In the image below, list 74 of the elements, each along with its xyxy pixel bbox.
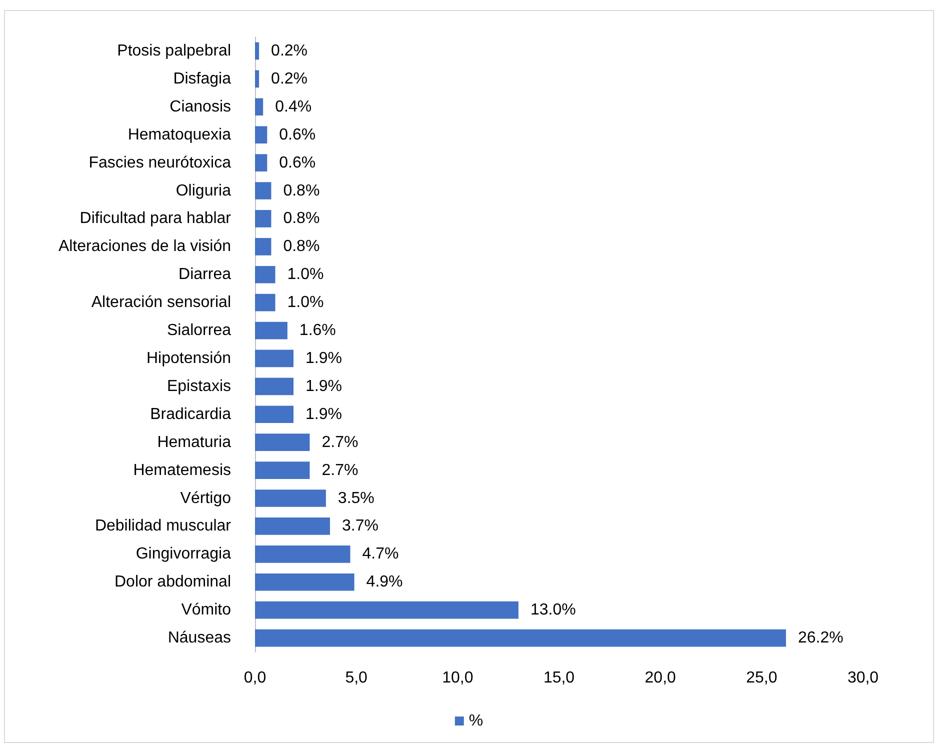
data-label: 2.7% [322, 462, 358, 479]
data-label: 26.2% [798, 630, 844, 647]
y-tick-label: Ptosis palpebral [117, 42, 231, 60]
bar [255, 490, 326, 507]
y-tick-label: Alteraciones de la visión [58, 238, 231, 256]
data-label: 1.0% [287, 294, 324, 312]
bar [255, 350, 294, 368]
bar [255, 238, 272, 256]
x-tick-label: 15,0 [543, 670, 575, 686]
bar [255, 462, 310, 479]
y-tick-label: Náuseas [168, 630, 231, 647]
x-tick-label: 5,0 [345, 670, 368, 686]
y-tick-label: Dolor abdominal [114, 574, 231, 591]
data-label: 0.8% [283, 210, 320, 228]
y-tick-label: Oliguria [176, 182, 232, 200]
x-tick-label: 0,0 [244, 670, 266, 686]
bar [255, 294, 276, 312]
data-label: 3.7% [342, 518, 378, 535]
y-tick-label: Hematemesis [133, 462, 231, 479]
y-tick-label: Sialorrea [166, 322, 232, 340]
data-label: 1.6% [299, 322, 336, 340]
y-tick-label: Hematuria [157, 434, 232, 451]
data-label: 0.2% [271, 70, 308, 88]
bar [255, 545, 350, 563]
data-label: 2.7% [322, 434, 358, 451]
legend-label: % [468, 712, 484, 730]
data-label: 1.9% [306, 406, 342, 423]
y-tick-label: Vértigo [180, 490, 232, 507]
data-label: 3.5% [338, 490, 374, 507]
bar [255, 42, 260, 60]
y-tick-label: Diarrea [178, 266, 232, 284]
data-label: 0.2% [271, 42, 308, 60]
data-label: 0.8% [283, 182, 320, 200]
x-tick-label: 10,0 [442, 670, 474, 686]
y-tick-label: Bradicardia [150, 406, 232, 423]
y-tick-label: Dificultad para hablar [80, 210, 232, 228]
y-tick-label: Alteración sensorial [91, 294, 231, 312]
y-tick-label: Fascies neurótoxica [88, 154, 232, 172]
x-tick-label: 30,0 [847, 670, 879, 686]
data-label: 0.8% [283, 238, 320, 256]
y-tick-label: Vómito [181, 602, 232, 619]
data-label: 4.7% [362, 546, 399, 563]
data-label: 0.6% [279, 126, 316, 144]
data-label: 0.4% [275, 98, 312, 116]
bar [255, 601, 518, 619]
data-label: 0.6% [279, 154, 316, 172]
bar [255, 98, 264, 116]
y-tick-label: Hipotensión [146, 350, 231, 367]
y-tick-label: Disfagia [173, 70, 232, 88]
data-label: 4.9% [366, 574, 403, 591]
y-tick-label: Gingivorragia [136, 546, 232, 563]
data-label: 1.0% [287, 266, 324, 284]
y-tick-label: Hematoquexia [128, 126, 232, 144]
data-label: 1.9% [306, 378, 342, 395]
bar [255, 210, 272, 228]
y-tick-label: Cianosis [170, 98, 231, 116]
y-tick-label: Epistaxis [166, 378, 231, 395]
bar [255, 629, 786, 647]
bar [255, 434, 310, 452]
bar [255, 573, 354, 591]
bar [255, 266, 276, 284]
bar [255, 518, 330, 535]
data-label: 1.9% [306, 350, 342, 367]
bar [255, 378, 294, 396]
bar [255, 406, 294, 424]
bar [255, 126, 268, 144]
x-tick-label: 20,0 [644, 670, 676, 686]
bar [255, 182, 272, 200]
bar [255, 154, 268, 172]
bar [255, 322, 288, 340]
data-label: 13.0% [530, 602, 576, 619]
bar [255, 70, 260, 88]
x-tick-label: 25,0 [746, 670, 778, 686]
y-tick-label: Debilidad muscular [94, 518, 232, 535]
